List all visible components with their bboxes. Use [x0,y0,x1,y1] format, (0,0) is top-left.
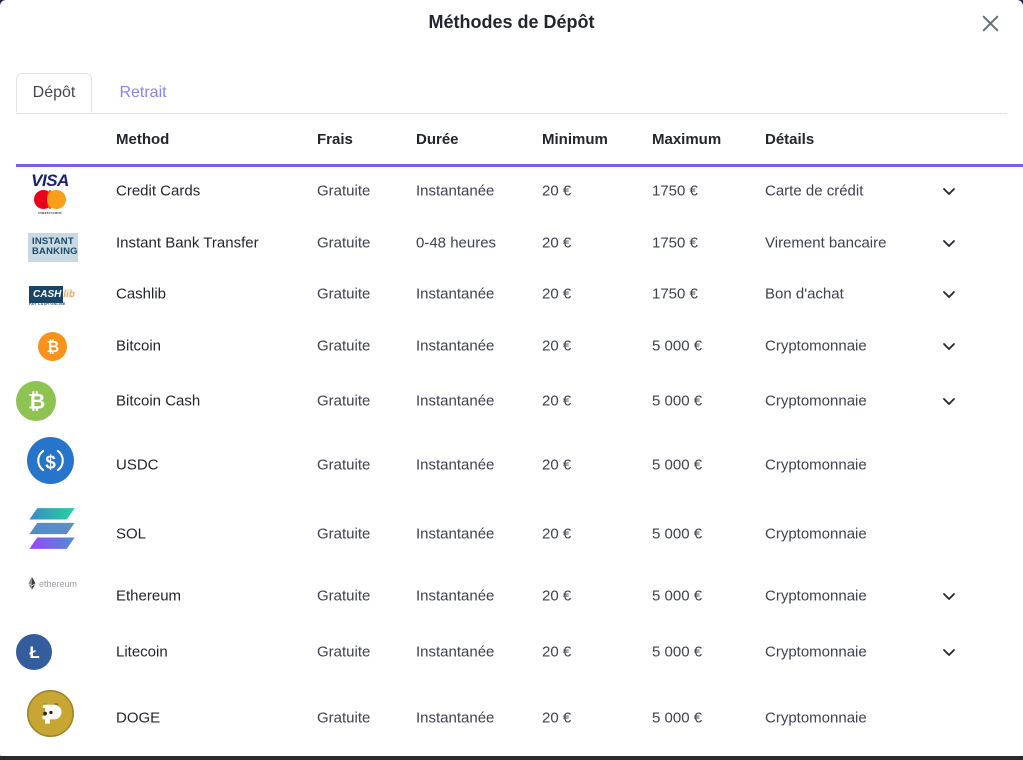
svg-text:₿: ₿ [47,339,60,356]
svg-text:$: $ [45,453,56,474]
svg-text:Ł: Ł [29,643,39,662]
svg-text:₿: ₿ [28,390,45,414]
